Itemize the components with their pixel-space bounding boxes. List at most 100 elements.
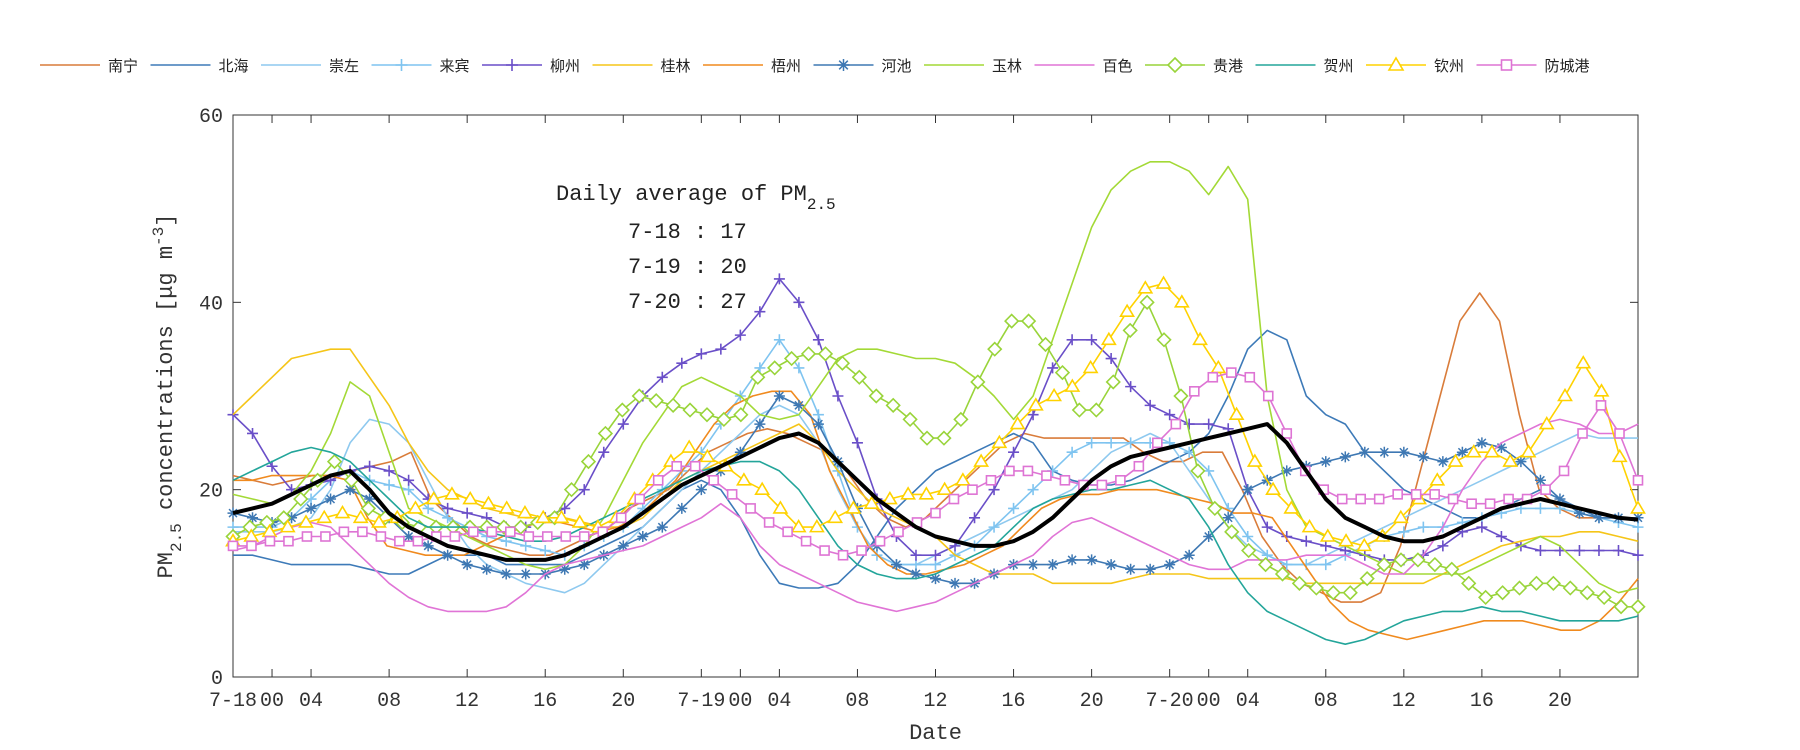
y-tick-label: 40 bbox=[199, 293, 223, 316]
data-point-marker bbox=[1511, 580, 1528, 596]
data-point-marker bbox=[648, 393, 664, 409]
data-point-marker bbox=[442, 549, 454, 561]
data-point-marker bbox=[1009, 416, 1026, 430]
data-point-marker bbox=[1047, 362, 1059, 374]
x-tick-label: 04 bbox=[767, 690, 791, 713]
data-point-marker bbox=[578, 559, 590, 571]
data-point-marker bbox=[676, 502, 688, 514]
data-point-marker bbox=[1207, 371, 1219, 383]
data-point-marker bbox=[1020, 313, 1037, 329]
annotation-line: 7-19 : 20 bbox=[628, 255, 747, 280]
data-point-marker bbox=[1173, 294, 1190, 308]
data-point-marker bbox=[1027, 409, 1039, 421]
data-point-marker bbox=[1579, 585, 1595, 601]
data-point-marker bbox=[1242, 531, 1254, 542]
data-point-marker bbox=[808, 519, 825, 533]
data-point-marker bbox=[364, 460, 376, 472]
data-point-marker bbox=[1189, 386, 1200, 397]
data-point-marker bbox=[793, 296, 805, 308]
data-point-marker bbox=[736, 472, 752, 486]
annotation-title: Daily average of PM2.5 bbox=[556, 182, 836, 214]
data-point-marker bbox=[754, 306, 766, 318]
data-point-marker bbox=[371, 514, 387, 528]
data-point-marker bbox=[1484, 498, 1496, 510]
data-point-marker bbox=[726, 489, 738, 500]
data-point-marker bbox=[1054, 364, 1071, 381]
data-point-marker bbox=[1183, 549, 1195, 561]
data-point-marker bbox=[1393, 552, 1409, 568]
data-point-marker bbox=[305, 502, 317, 514]
x-tick-label: 7-18 bbox=[209, 690, 257, 713]
legend-item: 来宾 bbox=[371, 57, 470, 75]
data-point-marker bbox=[1417, 451, 1429, 463]
data-point-marker bbox=[812, 334, 824, 346]
x-tick-label: 04 bbox=[1236, 690, 1260, 713]
data-point-marker bbox=[1596, 589, 1612, 606]
data-point-marker bbox=[1355, 493, 1366, 505]
series-梧州 bbox=[233, 390, 1639, 641]
data-point-marker bbox=[1008, 446, 1020, 458]
data-point-marker bbox=[1577, 428, 1588, 439]
data-point-marker bbox=[1632, 521, 1644, 533]
data-point-marker bbox=[754, 362, 766, 374]
data-point-marker bbox=[293, 491, 309, 507]
x-tick-label: 16 bbox=[1470, 690, 1494, 713]
data-point-marker bbox=[734, 329, 746, 341]
data-point-marker bbox=[910, 549, 922, 561]
data-point-marker bbox=[580, 453, 597, 470]
data-point-marker bbox=[276, 510, 292, 526]
data-point-marker bbox=[754, 418, 766, 430]
data-point-marker bbox=[902, 411, 918, 428]
data-point-marker bbox=[1500, 59, 1513, 71]
data-point-marker bbox=[407, 500, 424, 514]
data-point-marker bbox=[1281, 428, 1293, 439]
data-point-marker bbox=[1207, 500, 1223, 517]
data-point-marker bbox=[734, 446, 746, 458]
data-point-marker bbox=[1244, 371, 1256, 383]
data-point-marker bbox=[1119, 303, 1135, 317]
data-point-marker bbox=[1242, 484, 1254, 496]
data-point-marker bbox=[1387, 56, 1405, 71]
x-axis-ticks: 7-18 00 04 08 12 16 20 7-19 00 04 08 12 16 20 7-20 00 04… bbox=[209, 115, 1572, 713]
data-point-marker bbox=[444, 486, 460, 500]
data-point-marker bbox=[412, 535, 424, 547]
data-point-marker bbox=[1575, 355, 1592, 369]
data-point-marker bbox=[1338, 533, 1354, 547]
data-point-marker bbox=[1484, 444, 1500, 458]
data-point-marker bbox=[1593, 383, 1610, 397]
data-point-marker bbox=[1503, 493, 1514, 505]
data-point-marker bbox=[1144, 399, 1156, 411]
data-point-marker bbox=[773, 334, 785, 346]
data-point-marker bbox=[1557, 387, 1573, 402]
data-point-marker bbox=[881, 490, 898, 505]
data-point-marker bbox=[1125, 437, 1137, 449]
data-point-marker bbox=[1262, 390, 1274, 402]
x-tick-label: 12 bbox=[923, 690, 947, 713]
series-line bbox=[232, 418, 1639, 613]
legend-label: 贵港 bbox=[1213, 57, 1243, 75]
data-point-marker bbox=[1122, 322, 1138, 339]
data-point-marker bbox=[247, 512, 259, 524]
data-point-marker bbox=[1265, 481, 1281, 495]
data-point-marker bbox=[919, 430, 935, 446]
data-point-marker bbox=[598, 446, 610, 458]
data-point-marker bbox=[1115, 474, 1126, 486]
data-point-marker bbox=[344, 484, 356, 496]
data-point-marker bbox=[930, 573, 941, 585]
legend-item: 梧州 bbox=[703, 57, 801, 75]
data-point-marker bbox=[283, 535, 294, 547]
data-point-marker bbox=[1086, 437, 1098, 449]
data-point-marker bbox=[520, 540, 532, 552]
data-point-marker bbox=[1066, 334, 1078, 346]
series-玉林 bbox=[232, 161, 1639, 594]
data-point-marker bbox=[563, 482, 580, 498]
legend-label: 钦州 bbox=[1434, 57, 1464, 75]
data-point-marker bbox=[1224, 524, 1240, 540]
data-point-marker bbox=[1156, 332, 1172, 348]
data-point-marker bbox=[1447, 453, 1464, 467]
data-point-marker bbox=[425, 490, 442, 505]
data-point-marker bbox=[1105, 374, 1121, 390]
y-axis-ticks: 0 20 40 60 bbox=[199, 106, 1638, 691]
data-point-marker bbox=[967, 484, 978, 495]
